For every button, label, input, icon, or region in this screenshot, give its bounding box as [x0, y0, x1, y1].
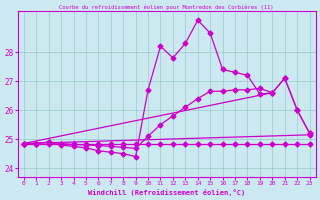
Title: Courbe du refroidissement éolien pour Montredon des Corbières (11): Courbe du refroidissement éolien pour Mo… — [60, 4, 274, 10]
X-axis label: Windchill (Refroidissement éolien,°C): Windchill (Refroidissement éolien,°C) — [88, 189, 245, 196]
